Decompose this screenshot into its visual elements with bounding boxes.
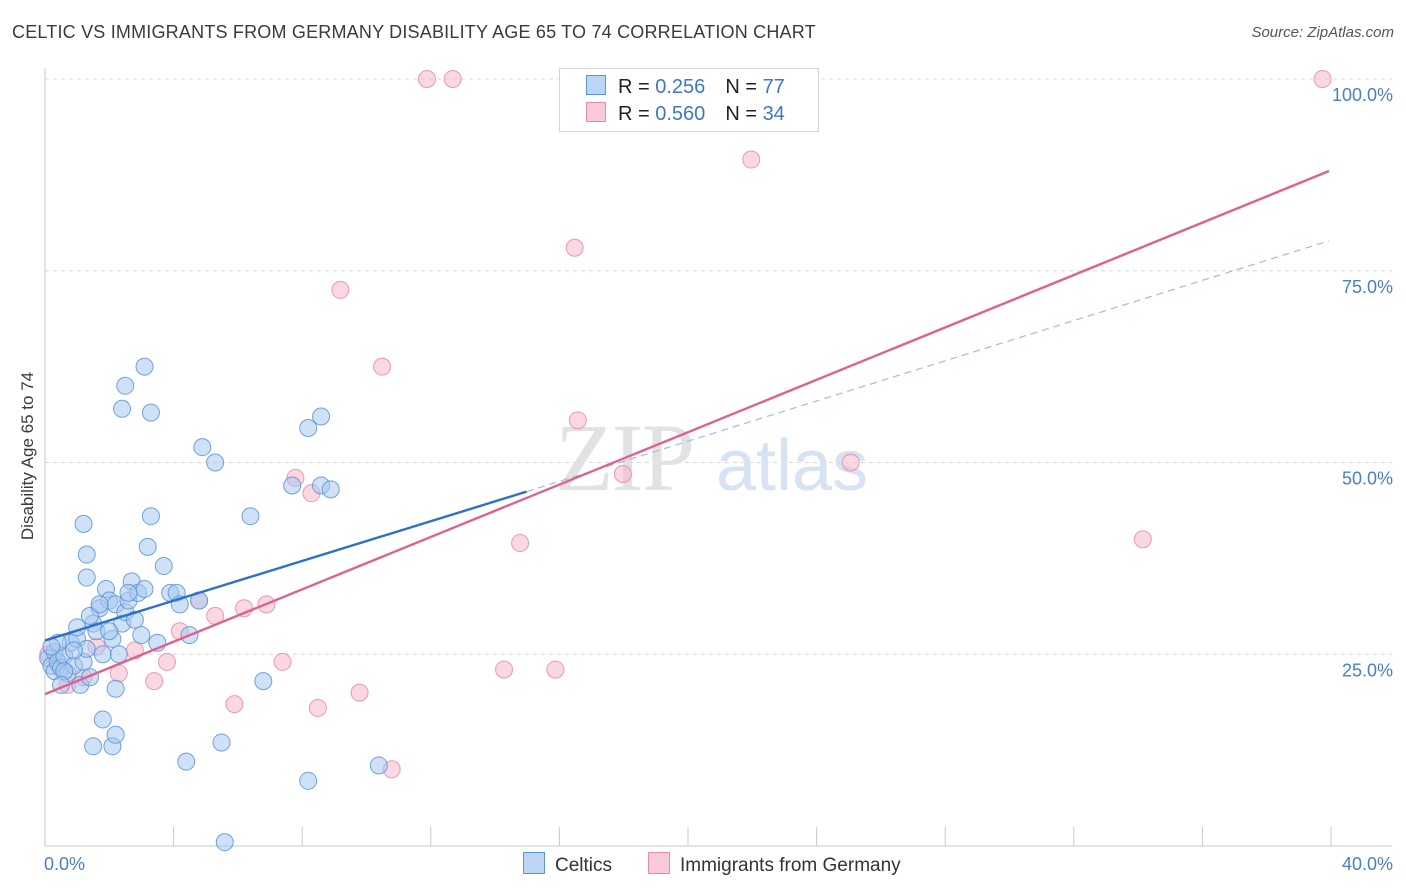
legend-r-label: R = [618,103,650,125]
y-tick-label: 50.0% [1342,469,1393,489]
germany-point [742,150,761,169]
celtics-point [106,679,125,698]
y-tick-label: 75.0% [1342,277,1393,297]
celtics-point [90,595,109,614]
germany-point [495,660,514,679]
legend-r-label: R = [618,76,650,98]
germany-point [568,411,587,430]
bottom-legend-celtics: Celtics [523,852,612,877]
legend-n-value: 77 [762,76,785,98]
celtics-point [116,376,135,395]
legend-n-value: 34 [762,103,785,125]
celtics-point [119,583,138,602]
germany-point [308,698,327,717]
germany-point [417,70,436,88]
germany-point [1313,70,1332,88]
celtics-point [283,476,302,495]
celtics-point [206,453,225,472]
y-axis-title: Disability Age 65 to 74 [18,372,37,540]
legend-n-label: N = [725,103,757,125]
correlation-legend: R = 0.256 N = 77 R = 0.560 N = 34 [559,68,819,132]
celtics-point [312,407,331,426]
germany-point [145,672,164,691]
celtics-point [299,418,318,437]
celtics-point [93,645,112,664]
celtics-trend-extension [526,240,1330,493]
celtics-point [93,710,112,729]
germany-point [350,683,369,702]
celtics-point [135,357,154,376]
germany-point [443,70,462,88]
germany-point [565,238,584,257]
celtics-swatch [586,75,606,95]
celtics-point [299,771,318,790]
celtics-point [125,610,144,629]
celtics-point [141,507,160,526]
germany-swatch [586,102,606,122]
germany-point [511,534,530,553]
celtics-point [215,833,234,852]
celtics-trend-line [44,490,527,642]
celtics-point [77,568,96,587]
source-label: Source: ZipAtlas.com [1251,24,1394,41]
bottom-legend-germany: Immigrants from Germany [648,852,901,877]
celtics-point [77,545,96,564]
celtics-point [113,399,132,418]
y-tick-label: 25.0% [1342,660,1393,680]
germany-point [225,695,244,714]
germany-point [613,465,632,484]
celtics-point [241,507,260,526]
y-tick-label: 100.0% [1332,85,1393,105]
germany-point [273,652,292,671]
bottom-legend-label: Immigrants from Germany [680,855,901,876]
celtics-point [84,737,103,756]
legend-r-value: 0.256 [655,76,706,98]
celtics-point [109,645,128,664]
celtics-point [138,537,157,556]
celtics-point [132,626,151,645]
celtics-point [64,641,83,660]
germany-point [373,357,392,376]
celtics-point [212,733,231,752]
celtics-point [141,403,160,422]
celtics-point [135,580,154,599]
x-tick-label: 0.0% [44,854,85,874]
celtics-swatch [523,852,545,874]
celtics-point [100,622,119,641]
celtics-point [193,438,212,457]
bottom-legend-label: Celtics [555,855,613,876]
germany-point [546,660,565,679]
germany-point [157,652,176,671]
celtics-point [154,557,173,576]
celtics-point [321,480,340,499]
celtics-point [106,725,125,744]
germany-swatch [648,852,670,874]
legend-n-label: N = [725,76,757,98]
x-tick-label: 40.0% [1342,854,1393,874]
celtics-point [177,752,196,771]
legend-row-celtics: R = 0.256 N = 77 [586,75,785,99]
germany-point [331,280,350,299]
germany-point [841,453,860,472]
chart-title: CELTIC VS IMMIGRANTS FROM GERMANY DISABI… [12,22,816,42]
germany-point [1133,530,1152,549]
celtics-point [80,606,99,625]
germany-trend-line [44,169,1330,696]
celtics-point [369,756,388,775]
celtics-point [74,514,93,533]
legend-r-value: 0.560 [655,103,706,125]
legend-row-germany: R = 0.560 N = 34 [586,102,785,126]
celtics-point [254,672,273,691]
